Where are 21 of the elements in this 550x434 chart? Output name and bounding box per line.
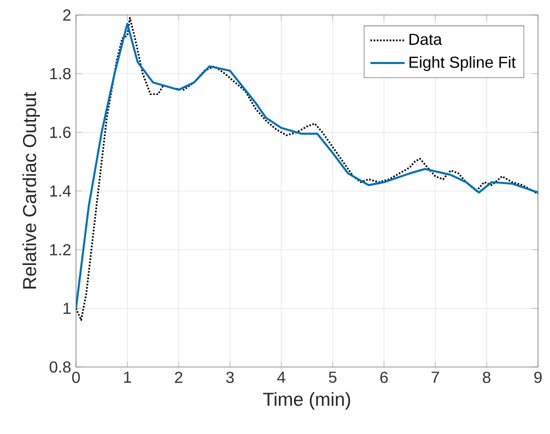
x-tick-label: 1	[124, 372, 131, 383]
x-tick-label: 3	[226, 372, 234, 384]
y-tick-label: 1	[64, 302, 71, 314]
y-axis-title: Relative Cardiac Output	[22, 92, 40, 289]
x-tick-label: 9	[534, 372, 542, 384]
y-tick-label: 2	[63, 9, 70, 21]
y-tick-label: 0.8	[50, 361, 71, 373]
y-tick-label: 1.6	[50, 126, 71, 138]
x-tick-label: 2	[175, 372, 182, 383]
legend-label: Data	[410, 34, 442, 45]
y-tick-label: 1.8	[50, 68, 71, 80]
x-tick-label: 7	[432, 372, 439, 383]
y-tick-label: 1.2	[50, 244, 70, 256]
y-tick-label: 1.4	[50, 185, 71, 196]
x-tick-label: 6	[380, 372, 388, 384]
legend-label: Eight Spline Fit	[410, 56, 516, 72]
x-tick-label: 8	[482, 372, 490, 384]
x-tick-label: 0	[72, 372, 80, 384]
x-axis-title: Time (min)	[263, 392, 350, 410]
x-tick-label: 5	[328, 372, 336, 383]
x-tick-label: 4	[277, 372, 286, 383]
